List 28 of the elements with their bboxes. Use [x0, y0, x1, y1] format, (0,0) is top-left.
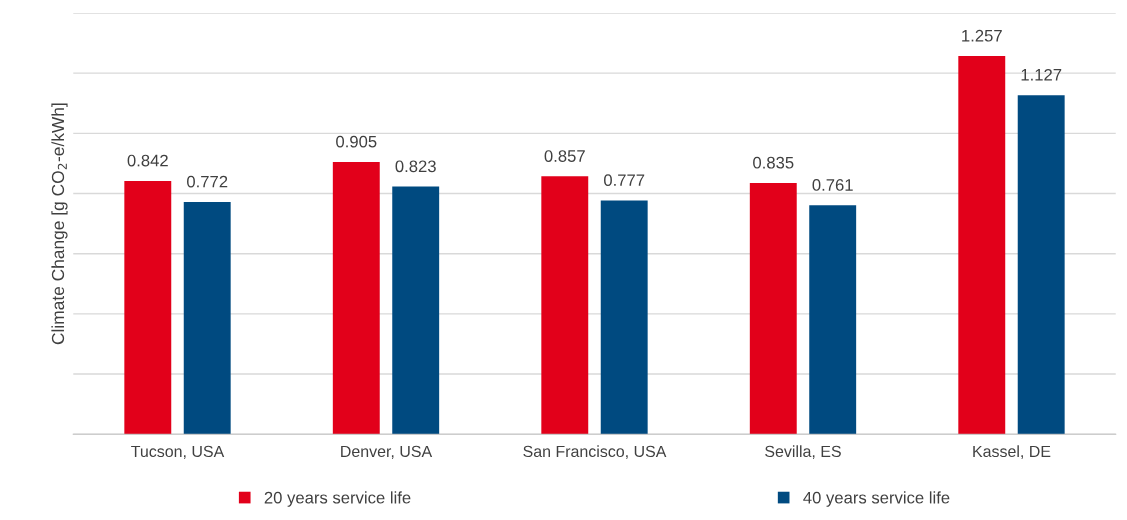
bar	[1017, 95, 1065, 435]
x-tick-label: Tucson, USA	[131, 445, 225, 459]
bar	[392, 186, 440, 435]
data-label: 0.823	[395, 160, 436, 173]
data-label: 1.127	[1021, 68, 1062, 81]
x-tick-label: San Francisco, USA	[523, 445, 667, 459]
data-label: 0.761	[812, 179, 853, 191]
bar	[541, 176, 589, 435]
legend-label: 40 years service life	[803, 491, 950, 507]
bar	[183, 201, 231, 435]
x-tick-label: Kassel, DE	[973, 445, 1051, 459]
bar	[332, 161, 380, 435]
legend-label: 20 years service life	[264, 491, 411, 507]
x-tick-label: Denver, USA	[341, 445, 433, 459]
bar	[600, 200, 648, 435]
data-label: 0.777	[604, 174, 645, 187]
data-label: 0.772	[187, 175, 228, 188]
bar	[958, 56, 1006, 435]
data-label: 0.842	[127, 154, 168, 167]
data-label: 1.257	[962, 29, 1002, 42]
data-label: 0.905	[336, 135, 377, 148]
bar	[749, 182, 797, 435]
bar	[124, 180, 172, 435]
bar	[809, 205, 857, 435]
y-axis-title: Climate Change [g CO$_{2}$-e/kWh]	[51, 103, 68, 345]
data-label: 0.835	[753, 156, 794, 169]
x-tick-label: Sevilla, ES	[765, 445, 841, 459]
data-label: 0.857	[544, 150, 585, 162]
